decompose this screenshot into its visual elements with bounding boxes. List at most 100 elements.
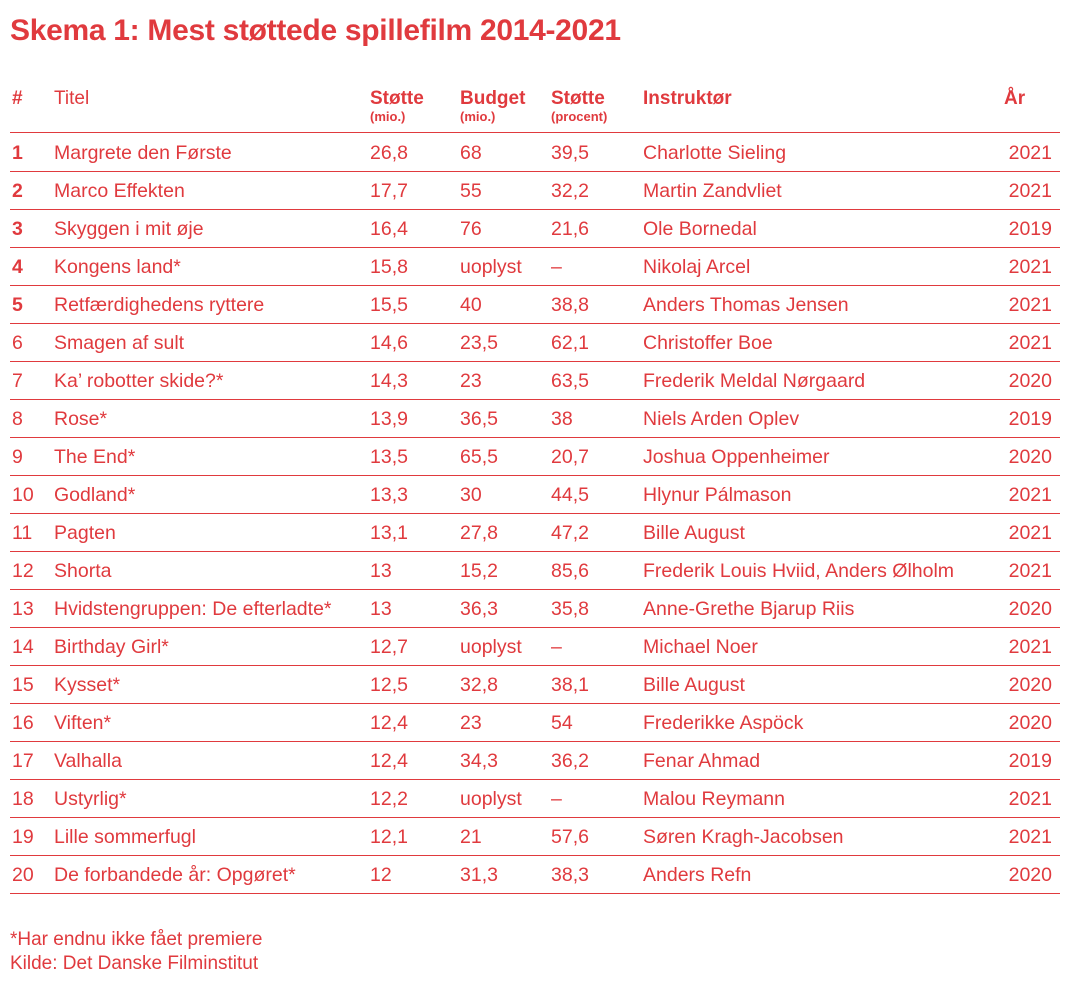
support-amount: 16,4 [370,218,408,240]
table-title: Skema 1: Mest støttede spillefilm 2014-2… [10,14,621,47]
support-amount: 13 [370,560,392,582]
support-amount: 14,3 [370,370,408,392]
budget-amount: 55 [460,180,482,202]
support-amount: 12,5 [370,674,408,696]
budget-amount: 23 [460,370,482,392]
film-title: Rose* [54,408,108,430]
row-number: 8 [12,408,23,430]
director-name: Fenar Ahmad [643,750,761,772]
source-note: Kilde: Det Danske Filminstitut [10,953,259,974]
table-row: 17 Valhalla 12,4 34,3 36,2 Fenar Ahmad 2019 [10,742,1060,780]
table-header: # Titel Støtte (mio.) Budget (mio.) Støt… [10,88,1060,133]
row-number: 5 [12,294,23,316]
director-name: Christoffer Boe [643,332,773,354]
film-title: Kongens land* [54,256,181,278]
film-title: Valhalla [54,750,122,772]
row-number: 9 [12,446,23,468]
support-percent: 21,6 [551,218,589,240]
film-title: Margrete den Første [54,142,232,164]
row-number: 18 [12,788,34,810]
budget-amount: 65,5 [460,446,498,468]
director-name: Michael Noer [643,636,758,658]
release-year: 2021 [1008,294,1052,316]
release-year: 2020 [1008,864,1052,886]
table-row: 9 The End* 13,5 65,5 20,7 Joshua Oppenheimer 2… [10,438,1060,476]
director-name: Charlotte Sieling [643,142,787,164]
table-row: 15 Kysset* 12,5 32,8 38,1 Bille August 2020 [10,666,1060,704]
row-number: 2 [12,180,23,202]
release-year: 2020 [1008,446,1052,468]
release-year: 2021 [1008,788,1052,810]
support-amount: 14,6 [370,332,408,354]
support-percent: 85,6 [551,560,589,582]
director-name: Frederik Louis Hviid, Anders Ølholm [643,560,955,582]
budget-amount: uoplyst [460,636,522,658]
row-number: 3 [12,218,23,240]
table-row: 10 Godland* 13,3 30 44,5 Hlynur Pálmason 2021 [10,476,1060,514]
row-number: 12 [12,560,34,582]
table-row: 13 Hvidstengruppen: De efterladte* 13 36,3 3… [10,590,1060,628]
support-percent: 54 [551,712,573,734]
row-number: 6 [12,332,23,354]
budget-amount: 40 [460,294,482,316]
table-row: 4 Kongens land* 15,8 uoplyst – Nikolaj Arcel 2… [10,248,1060,286]
column-header-number: # [12,88,23,109]
support-percent: – [551,256,562,278]
director-name: Niels Arden Oplev [643,408,800,430]
director-name: Martin Zandvliet [643,180,782,202]
footnote: *Har endnu ikke fået premiere [10,929,263,950]
budget-amount: 21 [460,826,482,848]
support-percent: 36,2 [551,750,589,772]
film-title: Skyggen i mit øje [54,218,204,240]
release-year: 2020 [1008,712,1052,734]
row-number: 15 [12,674,34,696]
film-title: Shorta [54,560,112,582]
support-amount: 12,4 [370,712,408,734]
table-row: 16 Viften* 12,4 23 54 Frederikke Aspöck 2020 [10,704,1060,742]
column-header-budget: Budget (mio.) [460,88,526,124]
release-year: 2019 [1008,218,1052,240]
column-header-title: Titel [54,88,90,109]
film-title: Ka’ robotter skide?* [54,370,224,392]
release-year: 2020 [1008,370,1052,392]
table-row: 14 Birthday Girl* 12,7 uoplyst – Michael Noer… [10,628,1060,666]
release-year: 2020 [1008,598,1052,620]
release-year: 2021 [1008,180,1052,202]
table-row: 18 Ustyrlig* 12,2 uoplyst – Malou Reymann 2021 [10,780,1060,818]
column-header-director: Instruktør [643,88,732,109]
release-year: 2021 [1008,522,1052,544]
table-row: 8 Rose* 13,9 36,5 38 Niels Arden Oplev 2019 [10,400,1060,438]
film-title: Pagten [54,522,116,544]
support-amount: 12,2 [370,788,408,810]
column-header-support: Støtte (mio.) [370,88,424,124]
film-title: Godland* [54,484,136,506]
support-amount: 15,5 [370,294,408,316]
support-amount: 17,7 [370,180,408,202]
support-amount: 15,8 [370,256,408,278]
support-amount: 13,3 [370,484,408,506]
film-title: Hvidstengruppen: De efterladte* [54,598,332,620]
director-name: Bille August [643,674,745,696]
director-name: Søren Kragh-Jacobsen [643,826,844,848]
row-number: 17 [12,750,34,772]
film-title: Viften* [54,712,112,734]
release-year: 2019 [1008,408,1052,430]
director-name: Frederikke Aspöck [643,712,804,734]
budget-amount: uoplyst [460,788,522,810]
support-percent: 63,5 [551,370,589,392]
budget-amount: 23 [460,712,482,734]
support-amount: 12,7 [370,636,408,658]
support-percent: 62,1 [551,332,589,354]
budget-amount: 27,8 [460,522,498,544]
support-amount: 13,1 [370,522,408,544]
director-name: Anders Refn [643,864,752,886]
row-number: 11 [12,522,33,544]
release-year: 2019 [1008,750,1052,772]
release-year: 2021 [1008,256,1052,278]
support-percent: 32,2 [551,180,589,202]
release-year: 2021 [1008,484,1052,506]
support-amount: 12,1 [370,826,408,848]
table-row: 7 Ka’ robotter skide?* 14,3 23 63,5 Frederik … [10,362,1060,400]
director-name: Anders Thomas Jensen [643,294,849,316]
table-row: 19 Lille sommerfugl 12,1 21 57,6 Søren Kragh-… [10,818,1060,856]
